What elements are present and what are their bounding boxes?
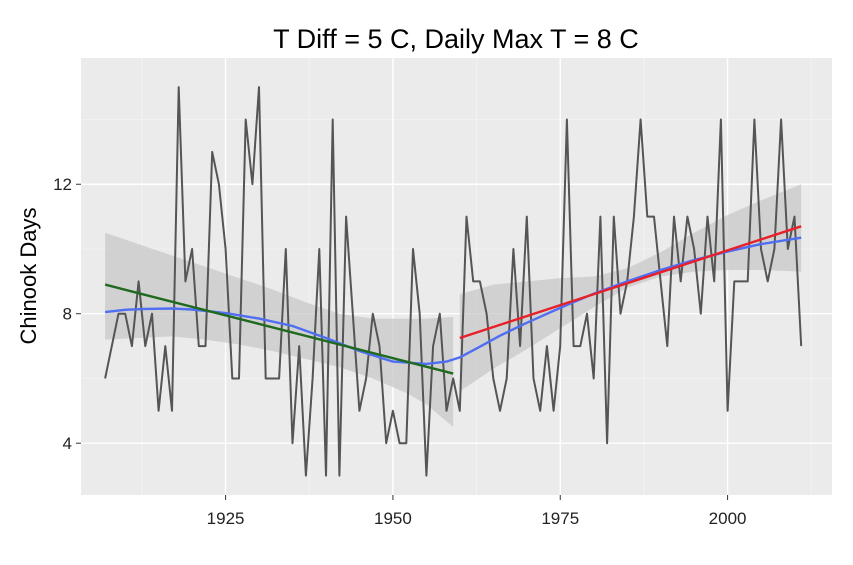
chart-title: T Diff = 5 C, Daily Max T = 8 C: [273, 24, 639, 54]
grid-lines: [81, 58, 832, 495]
x-tick-label-1: 1950: [374, 509, 412, 528]
series-trend-late: [459, 225, 802, 340]
y-tick-label-1: 8: [63, 305, 72, 324]
y-axis-ticks: 4 8 12: [53, 175, 81, 453]
series-smooth: [104, 236, 802, 366]
x-axis-ticks: 1925 1950 1975 2000: [207, 495, 747, 528]
x-tick-label-0: 1925: [207, 509, 245, 528]
series-trend-early: [104, 283, 454, 375]
y-tick-label-0: 4: [63, 434, 72, 453]
x-tick-label-3: 2000: [709, 509, 747, 528]
series-lines: [104, 86, 803, 477]
y-axis-label: Chinook Days: [16, 208, 41, 345]
series-observed: [104, 86, 803, 477]
y-tick-label-2: 12: [53, 175, 72, 194]
x-tick-label-2: 1975: [541, 509, 579, 528]
